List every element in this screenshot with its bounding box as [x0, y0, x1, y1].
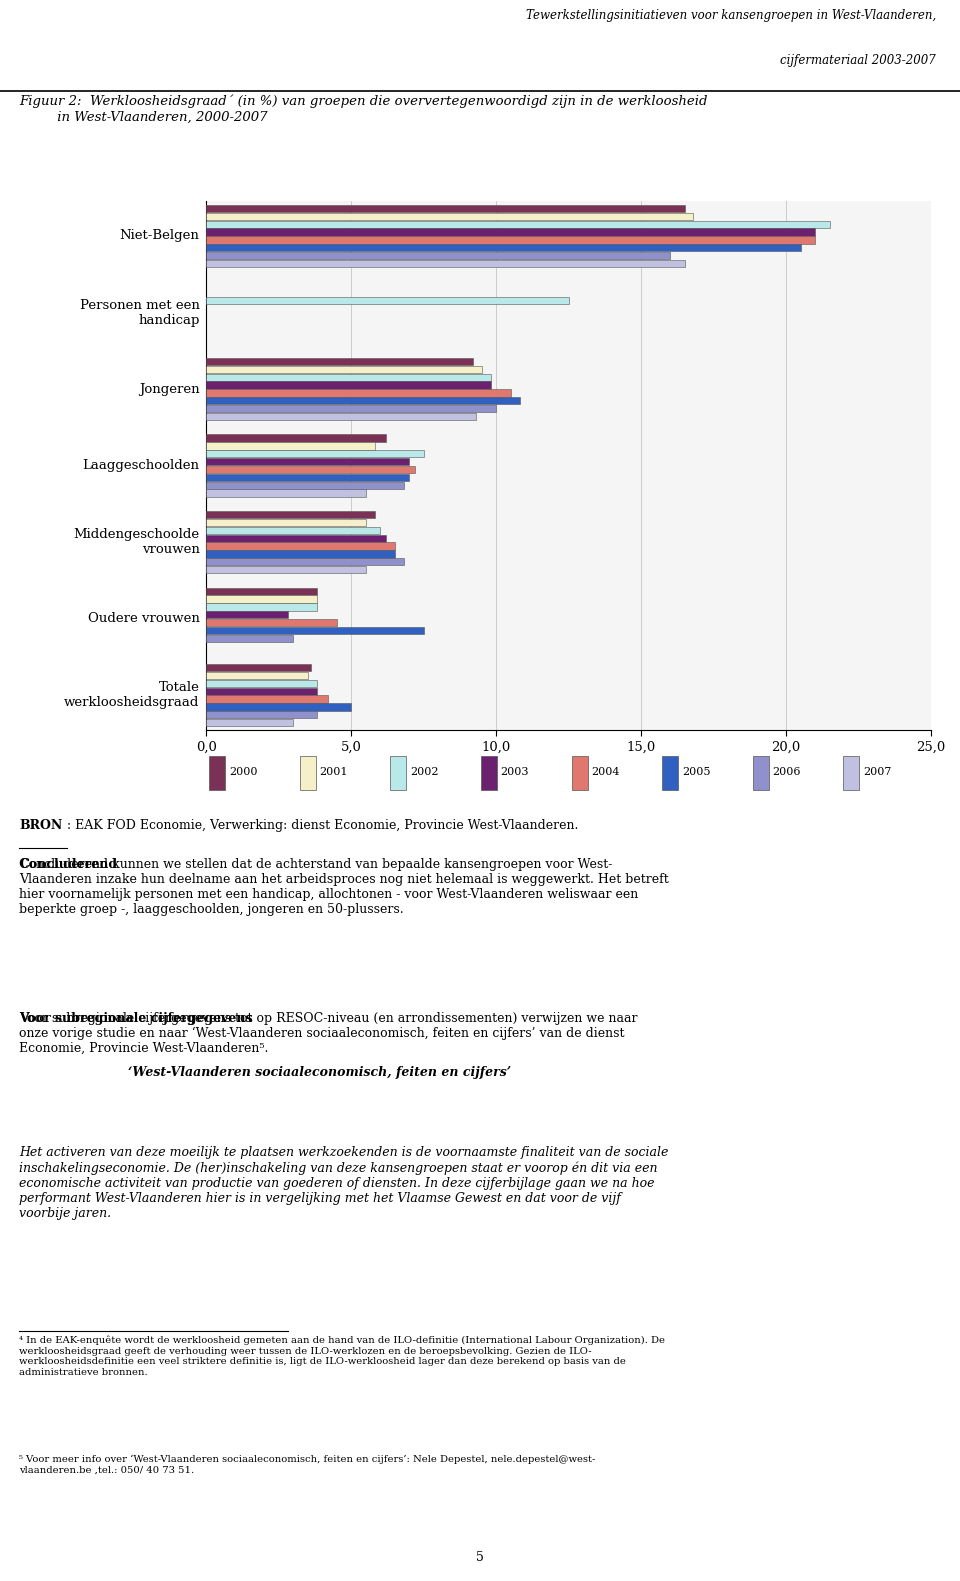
- Text: ‘West-Vlaanderen sociaaleconomisch, feiten en cijfers’: ‘West-Vlaanderen sociaaleconomisch, feit…: [128, 1066, 511, 1078]
- Text: Figuur 2:  Werkloosheidsgraad´ (in %) van groepen die oververtegenwoordigd zijn : Figuur 2: Werkloosheidsgraad´ (in %) van…: [19, 95, 708, 123]
- Bar: [206, 389, 511, 397]
- Text: Concluderend: Concluderend: [19, 858, 117, 871]
- Bar: [206, 474, 409, 481]
- Text: ⁵ Voor meer info over ‘West-Vlaanderen sociaaleconomisch, feiten en cijfers’: Ne: ⁵ Voor meer info over ‘West-Vlaanderen s…: [19, 1455, 595, 1473]
- Bar: [206, 490, 366, 496]
- Bar: [206, 413, 476, 421]
- Bar: [206, 297, 568, 305]
- Bar: [206, 466, 415, 473]
- Bar: [206, 451, 423, 457]
- Bar: [206, 550, 395, 558]
- Text: : EAK FOD Economie, Verwerking: dienst Economie, Provincie West-Vlaanderen.: : EAK FOD Economie, Verwerking: dienst E…: [67, 819, 579, 832]
- Bar: [206, 381, 491, 389]
- Text: cijfermateriaal 2003-2007: cijfermateriaal 2003-2007: [780, 54, 936, 66]
- Bar: [662, 756, 679, 789]
- Text: Het activeren van deze moeilijk te plaatsen werkzoekenden is de voornaamste fina: Het activeren van deze moeilijk te plaat…: [19, 1146, 668, 1221]
- Bar: [206, 626, 423, 634]
- Text: 2002: 2002: [410, 767, 439, 776]
- Bar: [206, 228, 815, 236]
- Bar: [206, 664, 311, 672]
- Bar: [206, 482, 403, 489]
- Text: Voor subregionale cijfergegevens tot op RESOC-niveau (en arrondissementen) verwi: Voor subregionale cijfergegevens tot op …: [19, 1012, 637, 1055]
- Bar: [391, 756, 406, 789]
- Bar: [206, 405, 496, 413]
- Text: 2004: 2004: [591, 767, 620, 776]
- Bar: [481, 756, 497, 789]
- Bar: [206, 680, 317, 688]
- Bar: [206, 719, 294, 726]
- Text: 2005: 2005: [682, 767, 710, 776]
- Bar: [206, 236, 815, 243]
- Bar: [206, 206, 684, 212]
- Bar: [206, 672, 308, 680]
- Bar: [206, 596, 317, 602]
- Text: 5: 5: [476, 1551, 484, 1564]
- Bar: [206, 526, 380, 534]
- Bar: [206, 696, 328, 704]
- Bar: [206, 243, 801, 251]
- Text: 2006: 2006: [773, 767, 801, 776]
- Text: Tewerkstellingsinitiatieven voor kansengroepen in West-Vlaanderen,: Tewerkstellingsinitiatieven voor kanseng…: [526, 9, 936, 22]
- Bar: [206, 357, 473, 365]
- Bar: [206, 397, 519, 405]
- Bar: [206, 373, 491, 381]
- Text: 2003: 2003: [501, 767, 529, 776]
- Bar: [206, 634, 294, 642]
- Bar: [206, 519, 366, 526]
- Bar: [206, 443, 374, 449]
- Bar: [206, 566, 366, 574]
- Bar: [206, 251, 670, 259]
- Bar: [206, 688, 317, 696]
- Bar: [206, 221, 829, 228]
- Bar: [206, 612, 288, 618]
- Bar: [206, 213, 693, 220]
- Bar: [206, 558, 403, 566]
- Text: 2001: 2001: [320, 767, 348, 776]
- Bar: [206, 618, 337, 626]
- Text: ⁴ In de EAK-enquête wordt de werkloosheid gemeten aan de hand van de ILO-definit: ⁴ In de EAK-enquête wordt de werklooshei…: [19, 1336, 665, 1377]
- Bar: [206, 588, 317, 594]
- Bar: [206, 365, 482, 373]
- Bar: [206, 534, 386, 542]
- Bar: [753, 756, 769, 789]
- Bar: [206, 259, 684, 267]
- Bar: [206, 604, 317, 610]
- Bar: [209, 756, 226, 789]
- Text: BRON: BRON: [19, 819, 62, 832]
- Text: Voor subregionale cijfergegevens: Voor subregionale cijfergegevens: [19, 1012, 252, 1024]
- Text: 2000: 2000: [228, 767, 257, 776]
- Text: Concluderend kunnen we stellen dat de achterstand van bepaalde kansengroepen voo: Concluderend kunnen we stellen dat de ac…: [19, 858, 669, 917]
- Bar: [206, 542, 395, 550]
- Bar: [300, 756, 316, 789]
- Text: 2007: 2007: [863, 767, 892, 776]
- Bar: [206, 511, 374, 519]
- Bar: [206, 435, 386, 441]
- Bar: [206, 711, 317, 718]
- Bar: [206, 458, 409, 465]
- Bar: [206, 704, 351, 710]
- Bar: [844, 756, 859, 789]
- Bar: [572, 756, 588, 789]
